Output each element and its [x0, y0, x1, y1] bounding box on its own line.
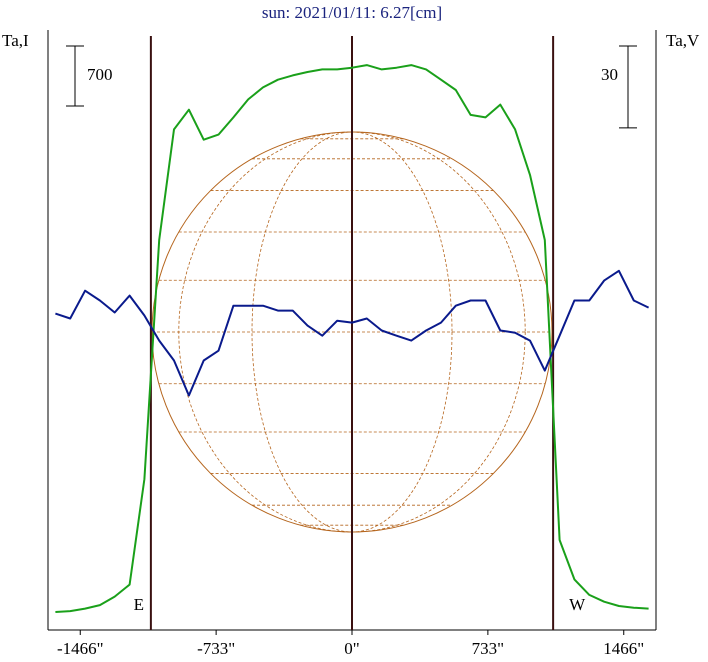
scale-bar-label: 30	[601, 65, 618, 84]
annotation: W	[569, 595, 586, 614]
chart-title: sun: 2021/01/11: 6.27[cm]	[262, 3, 442, 22]
x-tick-label: 0"	[344, 639, 359, 658]
scale-bar-label: 700	[87, 65, 113, 84]
x-tick-label: -1466"	[57, 639, 104, 658]
y2-axis-label: Ta,V	[666, 31, 700, 50]
x-tick-label: -733"	[197, 639, 235, 658]
series-line	[55, 64, 649, 613]
series-line	[55, 269, 650, 397]
y-axis-label: Ta,I	[2, 31, 29, 50]
x-tick-label: 1466"	[603, 639, 644, 658]
annotation: E	[134, 595, 144, 614]
x-tick-label: 733"	[472, 639, 504, 658]
